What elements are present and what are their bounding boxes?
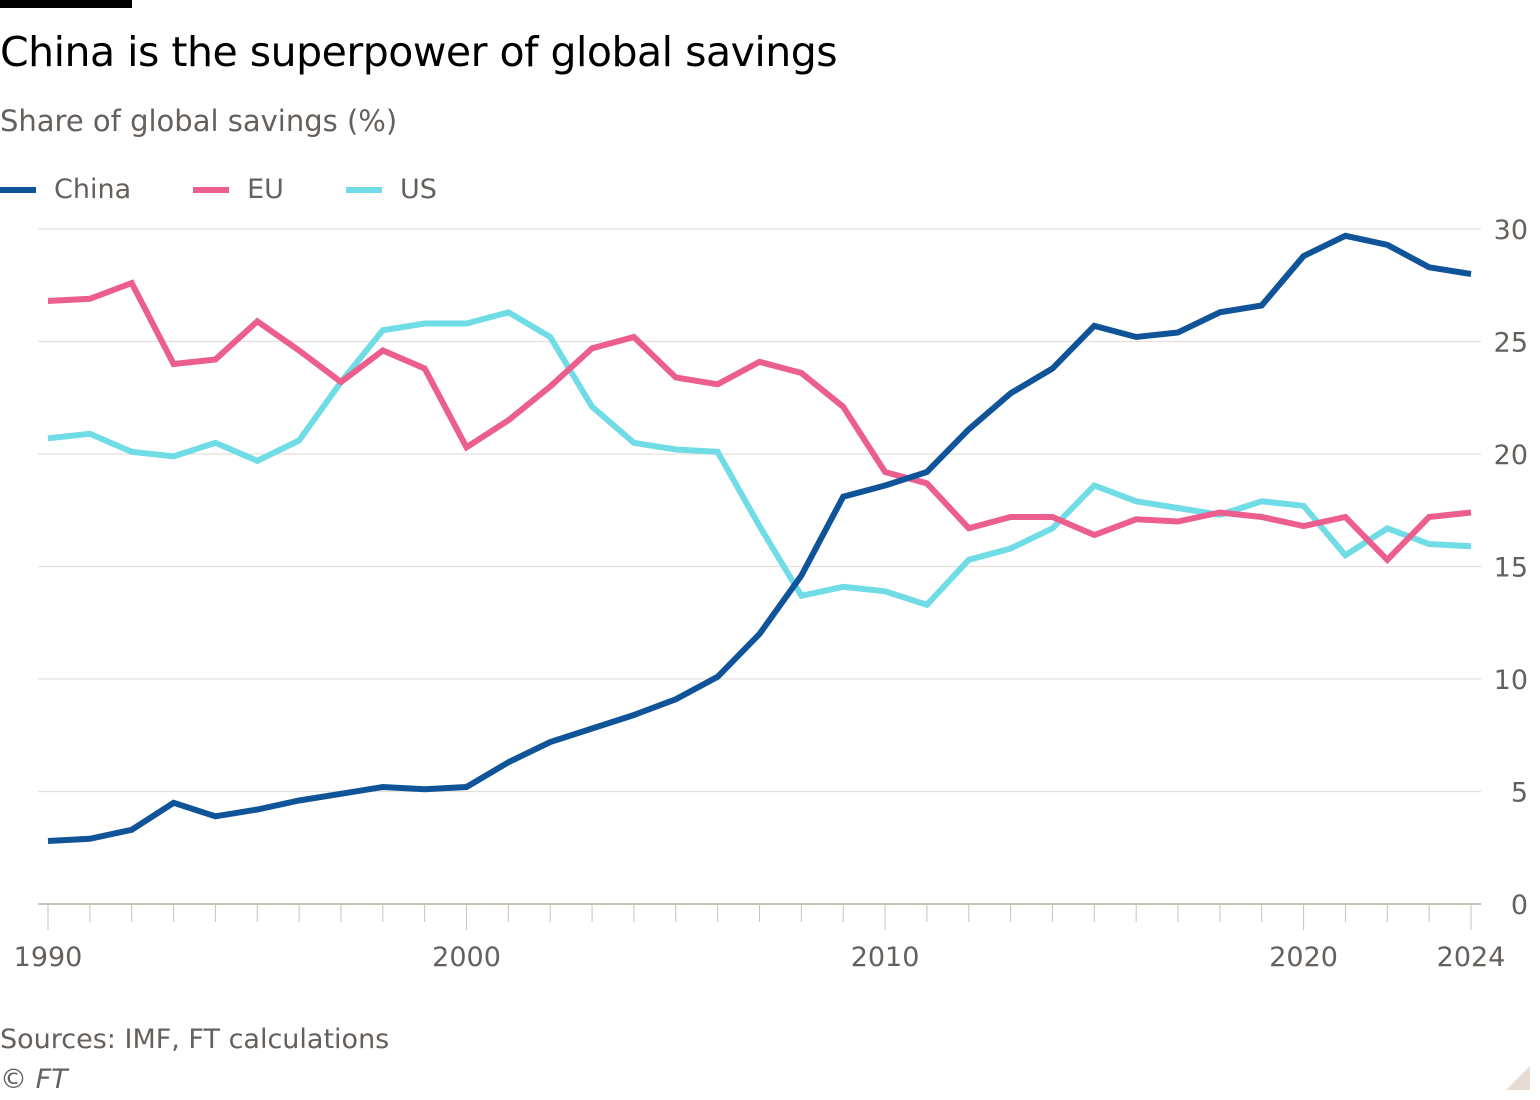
brand-bar — [0, 0, 132, 8]
gridlines — [38, 228, 1481, 905]
y-tick-label: 30 — [1494, 215, 1528, 246]
series-line-china — [47, 232, 1472, 844]
resize-corner-icon — [1506, 1066, 1530, 1090]
x-tick-label: 2020 — [1269, 942, 1338, 973]
y-tick-label: 5 — [1511, 778, 1528, 809]
y-tick-label: 20 — [1494, 440, 1528, 471]
y-tick-label: 0 — [1511, 890, 1528, 921]
y-axis: 0 5 10 15 20 25 30 — [1494, 215, 1528, 921]
y-tick-label: 15 — [1494, 553, 1528, 584]
source-note: Sources: IMF, FT calculations — [0, 1024, 390, 1055]
legend-item-china: China — [0, 174, 131, 205]
x-tick-label: 1990 — [14, 942, 83, 973]
series-line-eu — [47, 279, 1472, 565]
legend-label: US — [399, 174, 437, 205]
series-lines — [47, 232, 1472, 844]
series-line-us — [47, 309, 1472, 609]
x-tick-label: 2000 — [432, 942, 501, 973]
legend-label: China — [54, 174, 132, 205]
x-axis: 1990 2000 2010 2020 2024 — [14, 905, 1506, 973]
x-tick-label: 2010 — [851, 942, 920, 973]
legend: China EU US — [0, 174, 499, 205]
copyright: © FT — [0, 1064, 68, 1095]
x-tick-label: 2024 — [1437, 942, 1506, 973]
y-tick-label: 25 — [1494, 328, 1528, 359]
legend-label: EU — [247, 174, 284, 205]
legend-swatch-china — [0, 186, 36, 193]
legend-item-us: US — [345, 174, 437, 205]
legend-item-eu: EU — [193, 174, 284, 205]
legend-swatch-us — [345, 186, 382, 193]
chart-title: China is the superpower of global saving… — [0, 28, 838, 76]
legend-swatch-eu — [193, 186, 230, 193]
y-tick-label: 10 — [1494, 665, 1528, 696]
chart-subtitle: Share of global savings (%) — [0, 104, 398, 138]
